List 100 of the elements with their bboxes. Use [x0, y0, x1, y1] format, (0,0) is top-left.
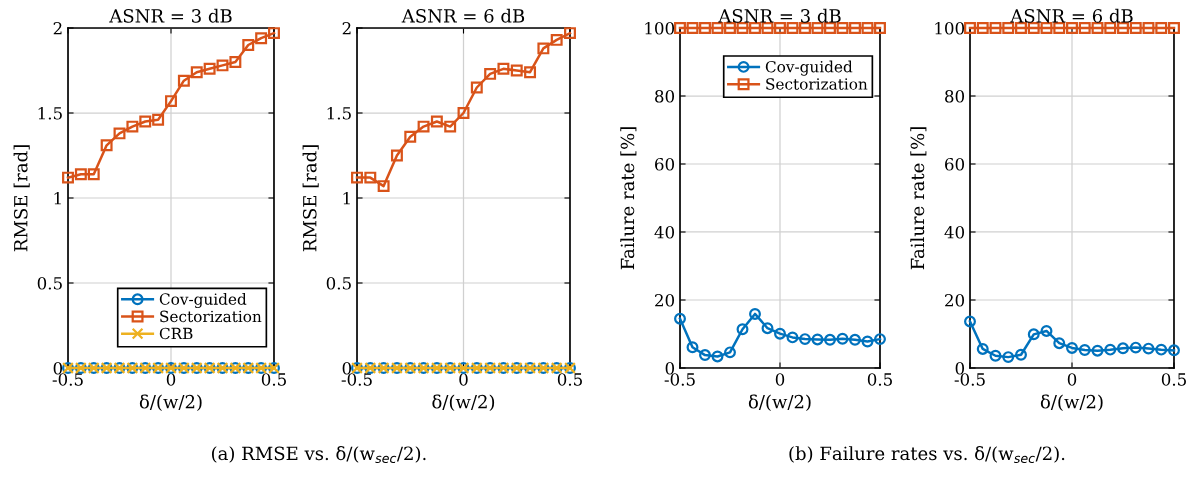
y-tick-label: 2	[342, 21, 351, 35]
point	[1142, 22, 1155, 34]
point	[824, 22, 836, 34]
y-tick-label: 0	[53, 361, 63, 375]
point	[1104, 22, 1117, 34]
point	[1168, 22, 1180, 34]
point	[1155, 343, 1168, 356]
x-tick-label: 0	[775, 373, 785, 386]
y-tick-label: 0	[342, 361, 352, 375]
y-tick-label: 2	[53, 21, 62, 35]
point	[177, 74, 190, 87]
point	[1117, 22, 1129, 34]
point	[761, 322, 774, 335]
chart-title: ASNR = 3 dB	[718, 8, 841, 23]
point	[1027, 22, 1040, 34]
point	[100, 139, 113, 152]
point	[1066, 341, 1078, 354]
point	[736, 323, 749, 336]
point	[861, 22, 874, 34]
point	[242, 39, 255, 51]
point	[811, 22, 824, 34]
point	[874, 22, 886, 34]
point	[1015, 22, 1027, 34]
x-tick-label: 0.5	[261, 373, 286, 386]
chart-title: ASNR = 6 dB	[401, 8, 525, 23]
y-tick-label: 40	[944, 225, 965, 239]
point	[139, 115, 152, 128]
point	[699, 349, 711, 362]
y-axis-title: RMSE [rad]	[302, 145, 319, 252]
y-axis-title: Failure rate [%]	[620, 127, 637, 270]
y-axis-title: Failure rate [%]	[910, 127, 927, 270]
x-tick-label: 0	[459, 373, 468, 386]
point	[377, 180, 390, 193]
y-tick-label: 1	[54, 191, 61, 205]
point	[165, 95, 177, 108]
x-tick-label: 0	[1067, 373, 1077, 386]
point	[786, 331, 799, 344]
point	[1027, 328, 1040, 341]
point	[976, 22, 989, 34]
point	[1155, 22, 1168, 34]
point	[964, 315, 976, 328]
point	[749, 307, 761, 320]
point	[811, 333, 824, 346]
y-tick-label: 20	[655, 293, 675, 307]
x-tick-label: -0.5	[664, 373, 695, 386]
point	[537, 42, 550, 55]
x-axis-title: δ/(w/2)	[748, 394, 811, 412]
point	[1142, 342, 1155, 355]
point	[686, 22, 699, 34]
legend-label: Cov-guided	[159, 293, 247, 309]
point	[674, 312, 686, 325]
y-tick-label: 40	[654, 225, 675, 239]
point	[711, 22, 724, 34]
point	[674, 22, 686, 34]
point	[216, 59, 229, 72]
point	[524, 66, 537, 79]
y-tick-label: 1.5	[38, 106, 62, 120]
y-tick-label: 0	[665, 361, 675, 375]
x-tick-label: -0.5	[341, 373, 372, 386]
point	[774, 22, 786, 34]
point	[470, 81, 483, 94]
y-tick-label: 80	[945, 89, 965, 103]
point	[1104, 343, 1117, 356]
chart-title: ASNR = 3 dB	[109, 8, 232, 23]
point	[1040, 22, 1053, 34]
point	[989, 349, 1002, 362]
point	[836, 332, 849, 345]
point	[1117, 342, 1129, 355]
y-tick-label: 20	[945, 293, 965, 307]
x-tick-label: 0.5	[867, 373, 892, 386]
point	[1015, 348, 1027, 361]
point	[190, 66, 203, 79]
point	[1053, 337, 1066, 350]
point	[444, 120, 457, 133]
point	[1040, 324, 1053, 337]
y-tick-label: 60	[655, 157, 675, 171]
point	[824, 333, 836, 346]
point	[761, 22, 774, 34]
point	[699, 22, 711, 34]
y-tick-label: 0.5	[326, 276, 351, 290]
point	[255, 32, 268, 45]
point	[404, 130, 417, 143]
point	[229, 56, 242, 68]
point	[989, 22, 1002, 34]
point	[1129, 341, 1142, 354]
point	[724, 22, 736, 34]
point	[152, 113, 165, 126]
point	[964, 22, 976, 34]
point	[1066, 22, 1078, 34]
y-tick-label: 1	[343, 191, 350, 205]
point	[430, 115, 443, 128]
point	[786, 22, 799, 34]
y-axis-title: RMSE [rad]	[13, 145, 30, 252]
point	[1078, 344, 1091, 356]
y-tick-label: 0	[955, 361, 965, 375]
x-tick-label: 0.5	[557, 373, 582, 386]
point	[74, 168, 87, 181]
point	[1002, 351, 1015, 364]
point	[268, 27, 280, 40]
y-tick-label: 1.5	[327, 106, 351, 120]
